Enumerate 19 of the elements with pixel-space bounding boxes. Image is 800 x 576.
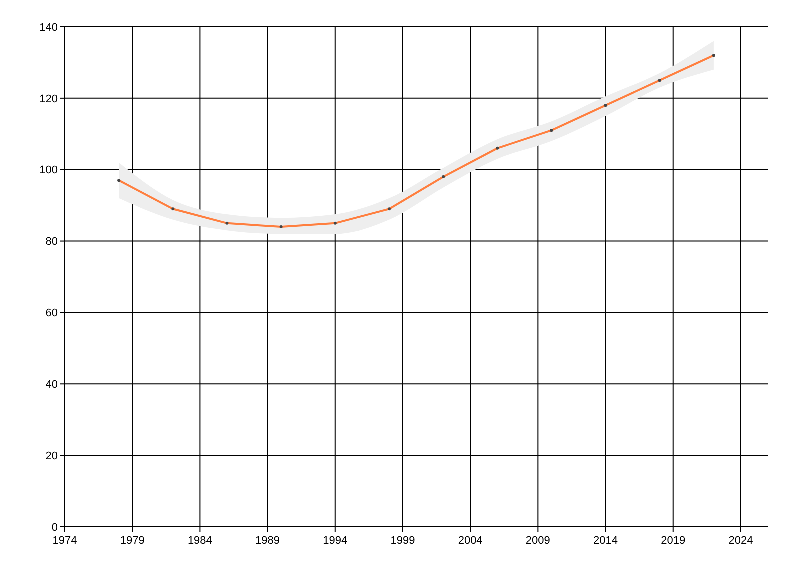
y-tick-label: 20	[46, 450, 58, 462]
x-tick-label: 1974	[52, 535, 78, 547]
y-tick-label: 100	[40, 164, 58, 177]
x-tick-label: 2004	[458, 535, 483, 547]
x-tick-label: 2014	[594, 535, 618, 547]
x-tick-label: 2019	[661, 535, 686, 547]
x-tick-label: 2009	[526, 535, 550, 547]
y-tick-label: 0	[52, 522, 58, 534]
y-tick-label: 40	[46, 378, 58, 391]
y-tick-label: 80	[46, 236, 58, 248]
y-tick-label: 140	[40, 22, 58, 34]
x-tick-label: 1989	[256, 535, 280, 547]
x-tick-label: 1984	[188, 535, 212, 547]
x-tick-label: 2024	[728, 535, 754, 547]
x-tick-label: 1994	[323, 535, 348, 547]
y-tick-label: 120	[40, 93, 58, 106]
x-tick-label: 1999	[390, 535, 416, 547]
y-tick-label: 60	[46, 308, 58, 320]
x-tick-label: 1979	[120, 535, 145, 547]
